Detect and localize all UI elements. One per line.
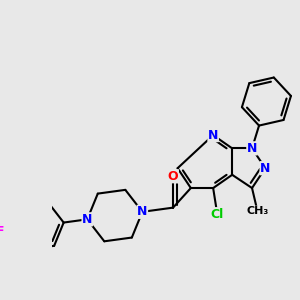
Text: N: N [137,205,148,218]
Text: O: O [168,170,178,183]
Text: N: N [82,213,92,226]
Text: F: F [0,225,4,238]
Text: N: N [247,142,257,155]
Text: Cl: Cl [211,208,224,221]
Text: N: N [208,129,218,142]
Text: N: N [260,162,270,175]
Text: CH₃: CH₃ [246,206,268,216]
